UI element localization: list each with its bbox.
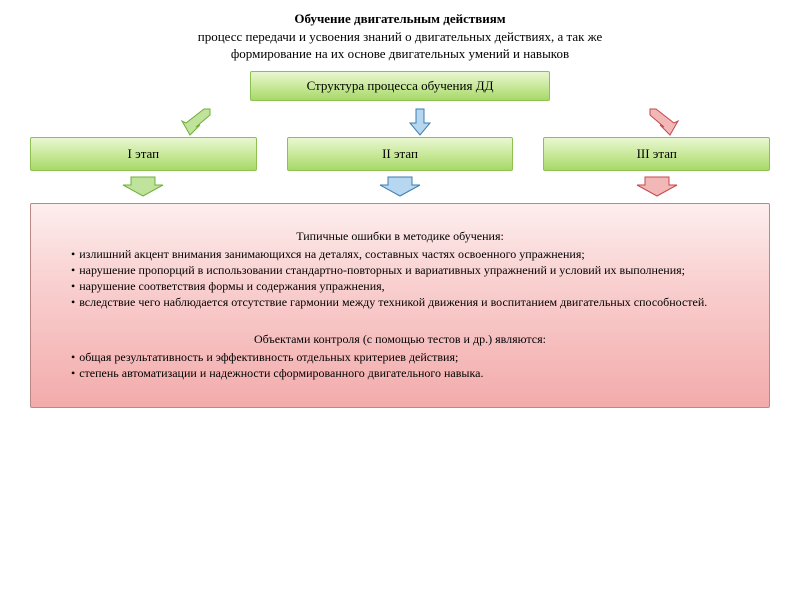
- error-item: нарушение соответствия формы и содержани…: [53, 278, 747, 294]
- structure-label: Структура процесса обучения ДД: [307, 78, 494, 93]
- header-line2: формирование на их основе двигательных у…: [231, 46, 569, 61]
- structure-box: Структура процесса обучения ДД: [250, 71, 550, 101]
- control-title: Объектами контроля: [254, 332, 360, 346]
- stage-arrow-row: [30, 175, 770, 197]
- content-panel: Типичные ошибки в методике обучения: изл…: [30, 203, 770, 409]
- stage2-label: II этап: [382, 146, 418, 161]
- stage2-box: II этап: [287, 137, 514, 171]
- top-arrow-row: [30, 107, 770, 137]
- control-item: степень автоматизации и надежности сформ…: [53, 365, 747, 381]
- errors-title-tail: в методике обучения:: [391, 229, 503, 243]
- header-line1: процесс передачи и усвоения знаний о дви…: [198, 29, 603, 44]
- stage2-down-arrow-icon: [287, 175, 514, 197]
- stage1-box: I этап: [30, 137, 257, 171]
- error-item: нарушение пропорций в использовании стан…: [53, 262, 747, 278]
- stage3-down-arrow-icon: [543, 175, 770, 197]
- errors-heading: Типичные ошибки в методике обучения:: [53, 228, 747, 244]
- errors-title: Типичные ошибки: [296, 229, 391, 243]
- error-item: излишний акцент внимания занимающихся на…: [53, 246, 747, 262]
- stage3-label: III этап: [637, 146, 677, 161]
- main-title: Обучение двигательным действиям: [294, 11, 505, 26]
- stage-row: I этап II этап III этап: [30, 137, 770, 171]
- control-list: общая результативность и эффективность о…: [53, 349, 747, 381]
- error-item: вследствие чего наблюдается отсутствие г…: [53, 294, 747, 310]
- stage3-box: III этап: [543, 137, 770, 171]
- control-item: общая результативность и эффективность о…: [53, 349, 747, 365]
- stage1-down-arrow-icon: [30, 175, 257, 197]
- stage1-label: I этап: [128, 146, 160, 161]
- control-heading: Объектами контроля (с помощью тестов и д…: [53, 331, 747, 347]
- control-title-tail: (с помощью тестов и др.) являются:: [360, 332, 546, 346]
- errors-list: излишний акцент внимания занимающихся на…: [53, 246, 747, 311]
- header-block: Обучение двигательным действиям процесс …: [30, 10, 770, 63]
